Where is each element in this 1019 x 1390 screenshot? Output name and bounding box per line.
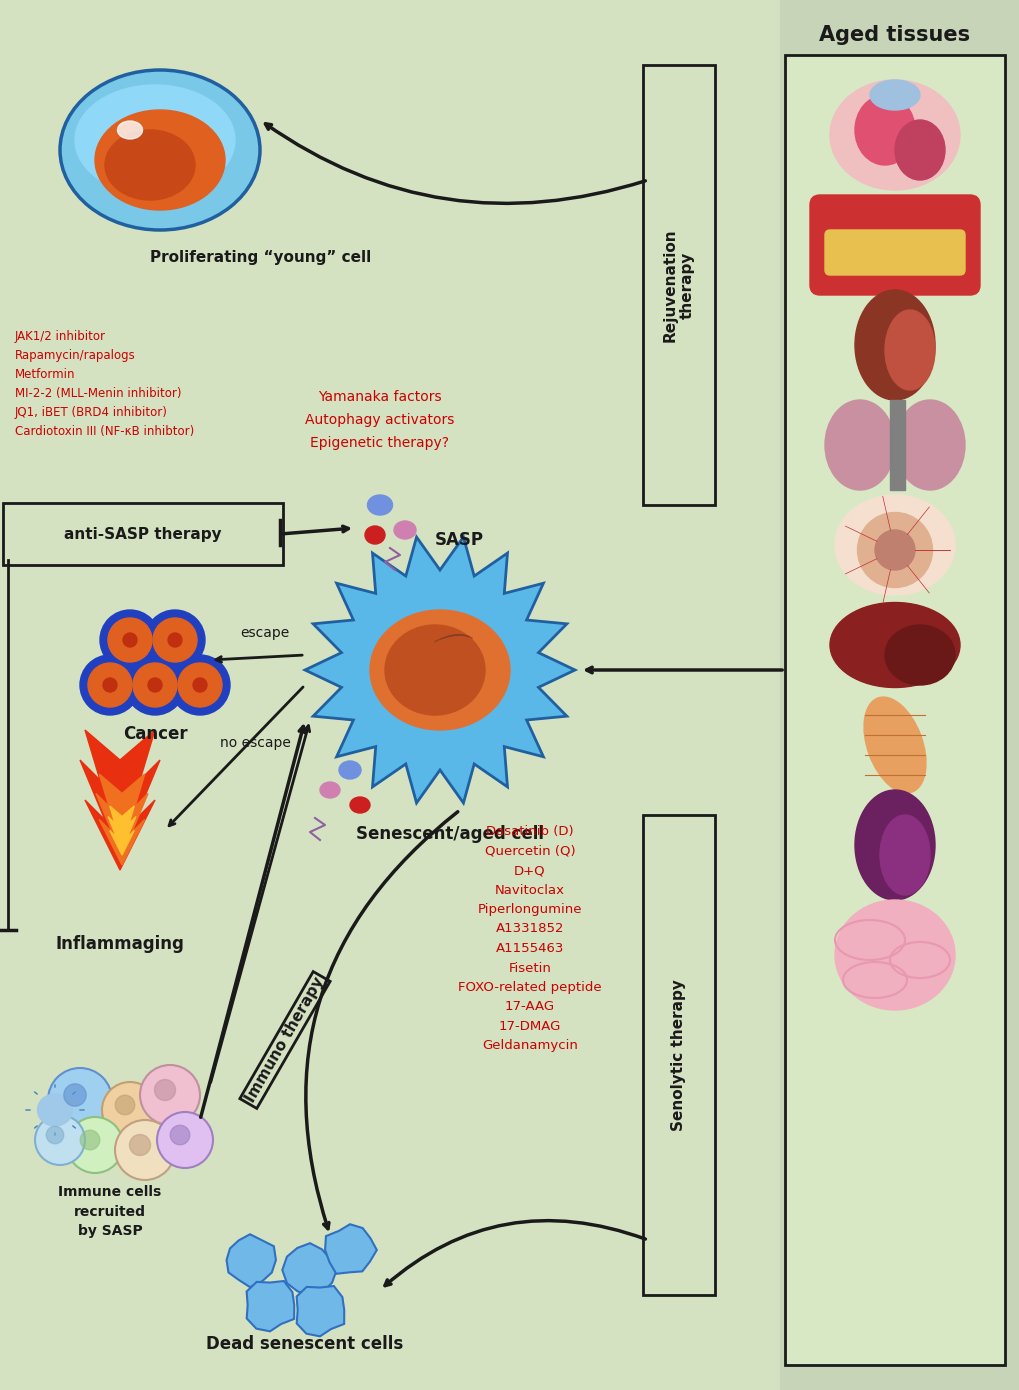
Ellipse shape <box>874 530 914 570</box>
Circle shape <box>81 1130 100 1150</box>
Ellipse shape <box>854 790 934 899</box>
Polygon shape <box>247 1282 293 1332</box>
Ellipse shape <box>884 626 954 685</box>
Circle shape <box>129 1134 151 1155</box>
Ellipse shape <box>38 1094 72 1126</box>
Circle shape <box>64 1084 87 1106</box>
Circle shape <box>153 619 197 662</box>
Ellipse shape <box>103 678 117 692</box>
Ellipse shape <box>824 400 894 491</box>
Polygon shape <box>325 1225 376 1273</box>
Ellipse shape <box>854 291 934 400</box>
Circle shape <box>178 663 222 708</box>
Text: anti-SASP therapy: anti-SASP therapy <box>64 527 221 542</box>
Ellipse shape <box>95 110 225 210</box>
Ellipse shape <box>384 626 484 714</box>
Ellipse shape <box>193 678 207 692</box>
Ellipse shape <box>350 796 370 813</box>
Ellipse shape <box>148 678 162 692</box>
Text: Dead senescent cells: Dead senescent cells <box>206 1334 404 1352</box>
Circle shape <box>157 1112 213 1168</box>
Text: Immuno therapy: Immuno therapy <box>243 974 327 1105</box>
Circle shape <box>79 655 140 714</box>
Ellipse shape <box>835 495 954 595</box>
Ellipse shape <box>365 525 384 543</box>
Text: Rejuvenation
therapy: Rejuvenation therapy <box>662 228 695 342</box>
Text: Immune cells
recruited
by SASP: Immune cells recruited by SASP <box>58 1186 161 1238</box>
Polygon shape <box>282 1243 336 1295</box>
Ellipse shape <box>168 632 181 646</box>
Ellipse shape <box>370 610 510 730</box>
Text: Yamanaka factors
Autophagy activators
Epigenetic therapy?: Yamanaka factors Autophagy activators Ep… <box>305 391 454 449</box>
FancyBboxPatch shape <box>824 229 964 275</box>
Circle shape <box>115 1120 175 1180</box>
Ellipse shape <box>829 81 959 190</box>
Polygon shape <box>79 730 160 870</box>
Circle shape <box>154 1080 175 1101</box>
Ellipse shape <box>869 81 919 110</box>
Bar <box>0 0 780 1390</box>
Circle shape <box>100 610 160 670</box>
Ellipse shape <box>854 95 914 165</box>
Ellipse shape <box>75 85 234 195</box>
Circle shape <box>140 1065 200 1125</box>
Ellipse shape <box>863 696 925 792</box>
Text: Senescent/aged cell: Senescent/aged cell <box>356 826 543 842</box>
Text: SASP: SASP <box>434 531 484 549</box>
Text: Proliferating “young” cell: Proliferating “young” cell <box>150 250 371 265</box>
Ellipse shape <box>393 521 416 539</box>
Circle shape <box>115 1095 135 1115</box>
Circle shape <box>145 610 205 670</box>
FancyBboxPatch shape <box>809 195 979 295</box>
Ellipse shape <box>117 121 143 139</box>
Polygon shape <box>96 774 148 865</box>
FancyBboxPatch shape <box>785 56 1004 1365</box>
Ellipse shape <box>367 495 392 516</box>
Ellipse shape <box>105 131 195 200</box>
Text: Senolytic therapy: Senolytic therapy <box>671 979 686 1131</box>
Polygon shape <box>297 1286 344 1336</box>
Circle shape <box>88 663 131 708</box>
Text: JAK1/2 inhibitor
Rapamycin/rapalogs
Metformin
MI-2-2 (MLL-Menin inhibitor)
JQ1, : JAK1/2 inhibitor Rapamycin/rapalogs Metf… <box>15 329 194 438</box>
Circle shape <box>102 1081 158 1138</box>
Polygon shape <box>226 1234 276 1287</box>
Polygon shape <box>305 537 575 803</box>
Circle shape <box>35 1115 85 1165</box>
Text: no escape: no escape <box>219 735 290 751</box>
FancyBboxPatch shape <box>3 503 282 564</box>
Ellipse shape <box>835 899 954 1011</box>
Ellipse shape <box>338 760 361 778</box>
Circle shape <box>125 655 184 714</box>
Text: Cancer: Cancer <box>122 726 187 744</box>
Text: Dasatinib (D)
Quercetin (Q)
D+Q
Navitoclax
Piperlongumine
A1331852
A1155463
Fise: Dasatinib (D) Quercetin (Q) D+Q Navitocl… <box>458 826 601 1052</box>
Ellipse shape <box>879 815 929 895</box>
Bar <box>780 0 1019 1390</box>
Text: Aged tissues: Aged tissues <box>818 25 970 44</box>
Ellipse shape <box>60 70 260 229</box>
Circle shape <box>170 655 229 714</box>
Text: Inflammaging: Inflammaging <box>55 935 184 954</box>
Circle shape <box>170 1125 190 1145</box>
Ellipse shape <box>884 310 934 391</box>
Circle shape <box>67 1118 123 1173</box>
Ellipse shape <box>320 783 339 798</box>
Circle shape <box>46 1126 63 1144</box>
Ellipse shape <box>894 400 964 491</box>
Ellipse shape <box>123 632 137 646</box>
Ellipse shape <box>857 513 931 588</box>
Text: escape: escape <box>240 626 289 639</box>
Bar <box>890 400 904 491</box>
Circle shape <box>48 1068 112 1131</box>
Polygon shape <box>108 806 136 855</box>
Circle shape <box>132 663 177 708</box>
Circle shape <box>108 619 152 662</box>
Ellipse shape <box>894 120 944 179</box>
Ellipse shape <box>829 602 959 688</box>
